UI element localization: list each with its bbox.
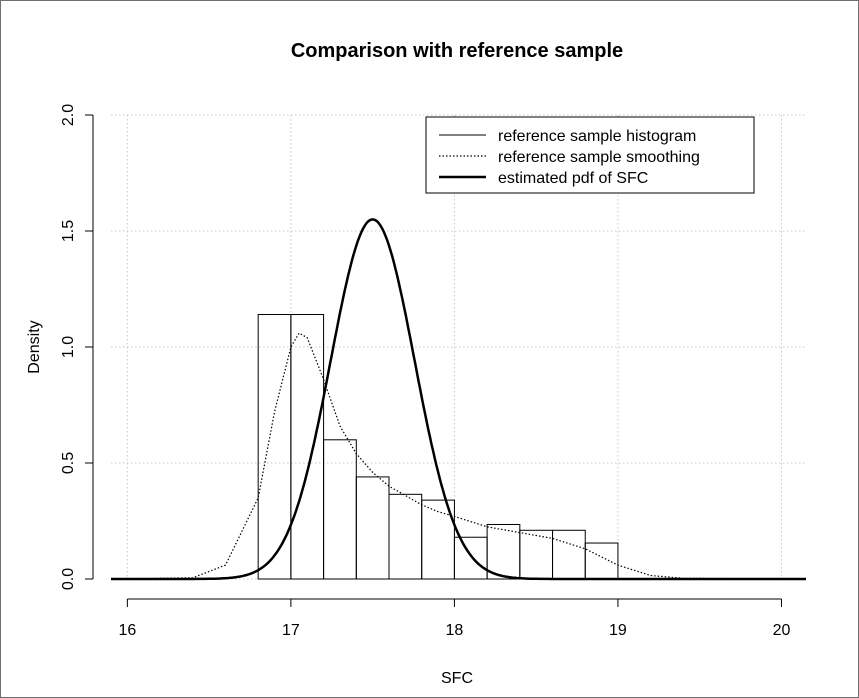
x-tick-label-0: 16	[118, 622, 136, 639]
y-axis-label: Density	[26, 320, 43, 373]
x-tick-label-1: 17	[282, 622, 300, 639]
x-axis-label: SFC	[441, 670, 473, 687]
x-tick-label-4: 20	[773, 622, 791, 639]
histogram-bar-2	[323, 439, 357, 580]
smoothing-curve-layer	[110, 332, 807, 580]
legend-label-pdf: estimated pdf of SFC	[498, 170, 648, 187]
y-tick-label-4: 2.0	[60, 104, 77, 126]
histogram-bar-7	[486, 523, 521, 580]
histogram-bar-1	[290, 314, 325, 580]
histogram-bar-9	[552, 529, 586, 580]
histogram-bar-6	[453, 536, 488, 580]
smoothing-curve	[110, 332, 807, 580]
legend: reference sample histogram reference sam…	[425, 116, 755, 194]
legend-box	[425, 116, 755, 194]
axes: 16 17 18 19 20 0.0 0.5 1.0 1.5 2.0	[60, 104, 790, 639]
histogram-bar-0	[257, 314, 292, 580]
histogram-bar-3	[355, 476, 390, 580]
x-tick-label-3: 19	[609, 622, 627, 639]
pdf-curve-layer	[111, 218, 806, 581]
histogram-bar-8	[519, 529, 554, 580]
histogram-bar-4	[388, 493, 423, 580]
legend-label-histogram: reference sample histogram	[498, 128, 696, 145]
histogram-bar-10	[584, 542, 619, 580]
y-tick-label-3: 1.5	[60, 220, 77, 242]
y-tick-label-1: 0.5	[60, 452, 77, 474]
x-tick-label-2: 18	[446, 622, 464, 639]
estimated-pdf-curve	[111, 218, 806, 581]
legend-label-smoothing: reference sample smoothing	[498, 149, 700, 166]
histogram-bars	[257, 314, 619, 580]
y-tick-label-0: 0.0	[60, 568, 77, 590]
y-tick-label-2: 1.0	[60, 336, 77, 358]
chart-title: Comparison with reference sample	[291, 40, 623, 62]
